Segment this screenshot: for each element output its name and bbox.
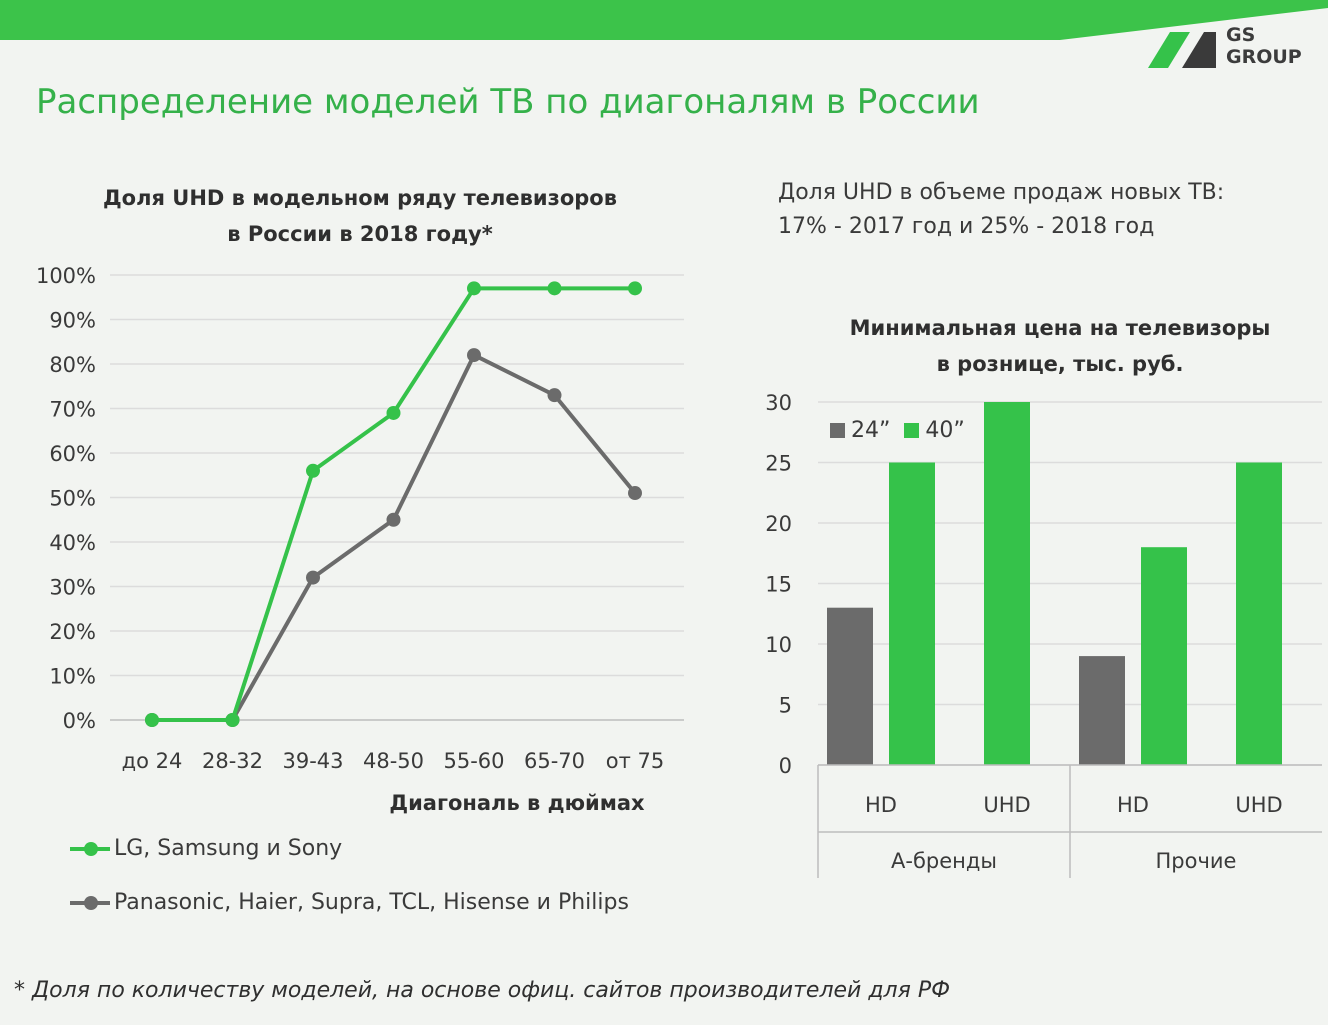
data-point bbox=[306, 570, 320, 585]
bar bbox=[1141, 547, 1187, 765]
y-tick-label: 10% bbox=[49, 665, 96, 689]
data-point bbox=[386, 512, 401, 527]
y-tick-label: 0 bbox=[779, 754, 792, 778]
legend-item-others: Panasonic, Haier, Supra, TCL, Hisense и … bbox=[70, 890, 629, 915]
x-category-label: UHD bbox=[983, 793, 1030, 817]
line-chart-title: Доля UHD в модельном ряду телевизоров в … bbox=[80, 180, 640, 252]
data-point bbox=[145, 713, 159, 727]
footnote: * Доля по количеству моделей, на основе … bbox=[14, 978, 951, 1003]
x-group-label: А-бренды bbox=[891, 849, 997, 873]
top-band bbox=[0, 0, 1328, 40]
y-tick-label: 60% bbox=[49, 442, 96, 466]
y-tick-label: 80% bbox=[49, 353, 96, 377]
x-axis-label: Диагональ в дюймах bbox=[389, 791, 645, 815]
x-tick-label: до 24 bbox=[122, 749, 183, 773]
bar bbox=[984, 402, 1030, 765]
y-tick-label: 25 bbox=[765, 452, 792, 476]
x-tick-label: 48-50 bbox=[363, 749, 424, 773]
bar-chart-title-line-2: в рознице, тыс. руб. bbox=[936, 352, 1184, 376]
bar-legend-label-40: 40” bbox=[925, 418, 965, 443]
bar bbox=[1236, 462, 1282, 765]
y-tick-label: 100% bbox=[36, 264, 96, 288]
y-tick-label: 0% bbox=[63, 709, 96, 733]
bar-chart-legend: 24” 40” bbox=[830, 418, 965, 443]
data-point bbox=[386, 405, 401, 420]
y-tick-label: 30 bbox=[765, 391, 792, 415]
data-point bbox=[306, 463, 320, 478]
line-chart-title-line-1: Доля UHD в модельном ряду телевизоров bbox=[102, 186, 618, 210]
legend-label: Panasonic, Haier, Supra, TCL, Hisense и … bbox=[114, 890, 629, 915]
legend-green-swatch-icon bbox=[904, 423, 920, 438]
x-category-label: UHD bbox=[1235, 793, 1282, 817]
y-tick-label: 70% bbox=[49, 398, 96, 422]
x-tick-label: от 75 bbox=[606, 749, 664, 773]
series-line bbox=[152, 286, 635, 722]
data-point bbox=[628, 486, 642, 501]
data-point bbox=[467, 348, 481, 363]
x-tick-label: 39-43 bbox=[282, 749, 343, 773]
line-chart-title-line-2: в России в 2018 году* bbox=[227, 222, 493, 246]
y-tick-label: 15 bbox=[765, 573, 792, 597]
data-point bbox=[467, 281, 481, 296]
y-tick-label: 90% bbox=[49, 309, 96, 333]
x-tick-label: 55-60 bbox=[443, 749, 504, 773]
bar bbox=[827, 607, 873, 765]
x-tick-label: 65-70 bbox=[524, 749, 585, 773]
legend-green-line-icon bbox=[70, 841, 110, 856]
gs-group-logo: GS GROUP bbox=[1142, 22, 1322, 72]
legend-item-a-brands: LG, Samsung и Sony bbox=[70, 836, 342, 861]
bar-chart-title-line-1: Минимальная цена на телевизоры bbox=[849, 316, 1271, 340]
y-tick-label: 50% bbox=[49, 487, 96, 511]
y-tick-label: 20 bbox=[765, 512, 792, 536]
logo-text: GS GROUP bbox=[1226, 24, 1302, 68]
data-point bbox=[628, 281, 642, 296]
y-tick-label: 20% bbox=[49, 620, 96, 644]
x-category-label: HD bbox=[1117, 793, 1149, 817]
y-tick-label: 40% bbox=[49, 531, 96, 555]
data-point bbox=[547, 388, 562, 403]
uhd-sales-note: Доля UHD в объеме продаж новых ТВ: 17% -… bbox=[778, 176, 1224, 244]
logo-mark-icon bbox=[1148, 32, 1216, 68]
x-tick-label: 28-32 bbox=[202, 749, 263, 773]
data-point bbox=[225, 713, 240, 727]
data-point bbox=[547, 281, 562, 296]
legend-label: LG, Samsung и Sony bbox=[114, 836, 343, 861]
bar-legend-label-24: 24” bbox=[851, 418, 891, 443]
bar bbox=[1079, 656, 1125, 765]
y-tick-label: 5 bbox=[779, 694, 792, 718]
legend-gray-line-icon bbox=[70, 895, 110, 910]
uhd-sales-note-line-1: Доля UHD в объеме продаж новых ТВ: bbox=[778, 180, 1225, 205]
y-tick-label: 10 bbox=[765, 633, 792, 657]
y-tick-label: 30% bbox=[49, 576, 96, 600]
x-category-label: HD bbox=[865, 793, 897, 817]
x-group-label: Прочие bbox=[1156, 849, 1237, 873]
uhd-sales-note-line-2: 17% - 2017 год и 25% - 2018 год bbox=[778, 214, 1155, 239]
bar bbox=[889, 462, 935, 765]
page-title: Распределение моделей ТВ по диагоналям в… bbox=[36, 82, 980, 122]
bar-chart-title: Минимальная цена на телевизоры в рознице… bbox=[780, 310, 1328, 382]
legend-gray-swatch-icon bbox=[830, 423, 845, 438]
